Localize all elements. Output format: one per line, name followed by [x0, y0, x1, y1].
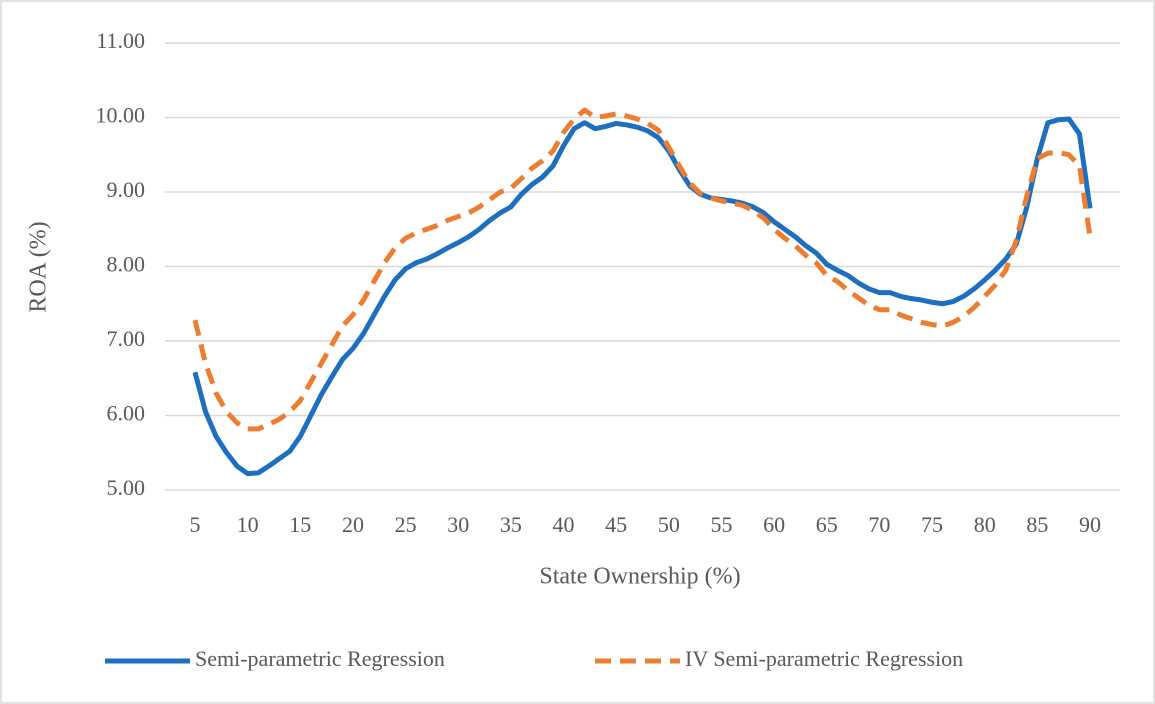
- y-tick-label: 5.00: [107, 475, 146, 500]
- x-tick-label: 25: [395, 512, 417, 537]
- y-tick-label: 10.00: [96, 103, 146, 128]
- y-axis-label: ROA (%): [26, 221, 52, 312]
- y-tick-label: 8.00: [107, 252, 146, 277]
- y-tick-label: 7.00: [107, 326, 146, 351]
- y-tick-label: 9.00: [107, 177, 146, 202]
- x-tick-label: 30: [447, 512, 469, 537]
- x-tick-label: 35: [500, 512, 522, 537]
- x-tick-label: 60: [763, 512, 785, 537]
- x-tick-label: 40: [553, 512, 575, 537]
- series-line: [192, 107, 1093, 432]
- x-tick-label: 15: [289, 512, 311, 537]
- x-tick-label: 75: [921, 512, 943, 537]
- legend-label: IV Semi-parametric Regression: [685, 646, 963, 671]
- x-tick-label: 85: [1026, 512, 1048, 537]
- x-tick-label: 5: [190, 512, 201, 537]
- x-tick-label: 80: [974, 512, 996, 537]
- x-tick-label: 65: [816, 512, 838, 537]
- x-tick-label: 90: [1079, 512, 1101, 537]
- x-axis-label: State Ownership (%): [539, 564, 740, 590]
- y-tick-label: 6.00: [107, 401, 146, 426]
- y-tick-label: 11.00: [96, 28, 145, 53]
- x-tick-label: 70: [868, 512, 890, 537]
- x-tick-label: 45: [605, 512, 627, 537]
- legend-label: Semi-parametric Regression: [195, 646, 445, 671]
- x-tick-label: 20: [342, 512, 364, 537]
- x-tick-label: 10: [237, 512, 259, 537]
- x-tick-label: 50: [658, 512, 680, 537]
- x-tick-label: 55: [710, 512, 732, 537]
- series-line: [192, 116, 1093, 477]
